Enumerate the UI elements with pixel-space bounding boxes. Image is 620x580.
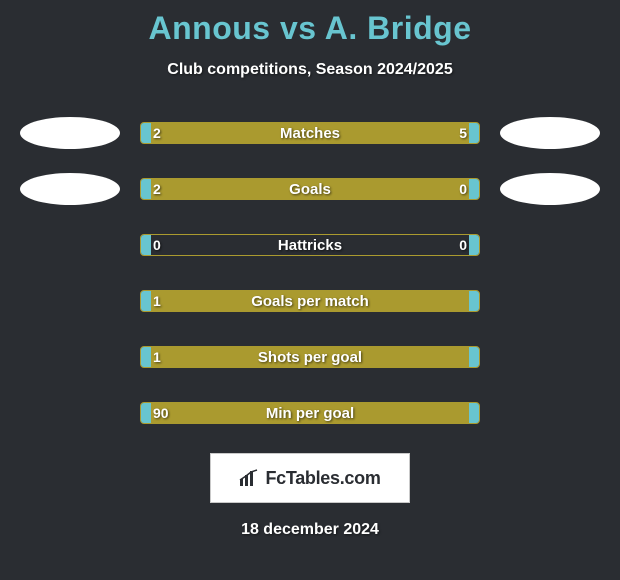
stat-row: Matches25	[0, 117, 620, 149]
bar-cap-left	[141, 403, 151, 423]
spacer	[20, 285, 120, 317]
stat-value-left: 0	[153, 235, 161, 255]
player-badge-right	[500, 173, 600, 205]
bar-cap-left	[141, 123, 151, 143]
stat-value-right: 0	[459, 235, 467, 255]
spacer	[20, 341, 120, 373]
stat-row: Goals per match1	[0, 285, 620, 317]
bar-cap-right	[469, 123, 479, 143]
stats-chart: Matches25 Goals20 Hattricks0 0 Goals per mat…	[0, 117, 620, 429]
stat-bar: Hattricks0 0	[140, 234, 480, 256]
bar-cap-right	[469, 235, 479, 255]
bar-cap-left	[141, 179, 151, 199]
comparison-date: 18 december 2024	[0, 521, 620, 539]
bar-segment-left	[141, 403, 479, 423]
stat-bar: Goals20	[140, 178, 480, 200]
player-badge-right	[500, 117, 600, 149]
bar-segment-right	[405, 179, 479, 199]
bar-cap-right	[469, 403, 479, 423]
bar-cap-right	[469, 179, 479, 199]
spacer	[500, 397, 600, 429]
stat-row: Hattricks0 0	[0, 229, 620, 261]
logo-text: FcTables.com	[265, 468, 380, 489]
bar-segment-left	[141, 347, 479, 367]
spacer	[500, 285, 600, 317]
bar-cap-left	[141, 235, 151, 255]
stat-bar: Min per goal90	[140, 402, 480, 424]
bar-cap-left	[141, 347, 151, 367]
bar-segment-left	[141, 291, 479, 311]
player-badge-left	[20, 117, 120, 149]
chart-bars-icon	[239, 469, 261, 487]
stat-bar: Matches25	[140, 122, 480, 144]
fctables-logo: FcTables.com	[210, 453, 410, 503]
bar-segment-left	[141, 179, 405, 199]
spacer	[500, 229, 600, 261]
bar-cap-left	[141, 291, 151, 311]
stat-row: Shots per goal1	[0, 341, 620, 373]
stat-row: Goals20	[0, 173, 620, 205]
bar-segment-right	[236, 123, 479, 143]
bar-cap-right	[469, 347, 479, 367]
spacer	[500, 341, 600, 373]
bar-cap-right	[469, 291, 479, 311]
stat-bar: Shots per goal1	[140, 346, 480, 368]
stat-bar: Goals per match1	[140, 290, 480, 312]
stat-row: Min per goal90	[0, 397, 620, 429]
spacer	[20, 229, 120, 261]
stat-label: Hattricks	[141, 235, 479, 255]
player-badge-left	[20, 173, 120, 205]
bar-segment-left	[141, 123, 236, 143]
comparison-title: Annous vs A. Bridge	[0, 0, 620, 47]
comparison-subtitle: Club competitions, Season 2024/2025	[0, 61, 620, 79]
spacer	[20, 397, 120, 429]
